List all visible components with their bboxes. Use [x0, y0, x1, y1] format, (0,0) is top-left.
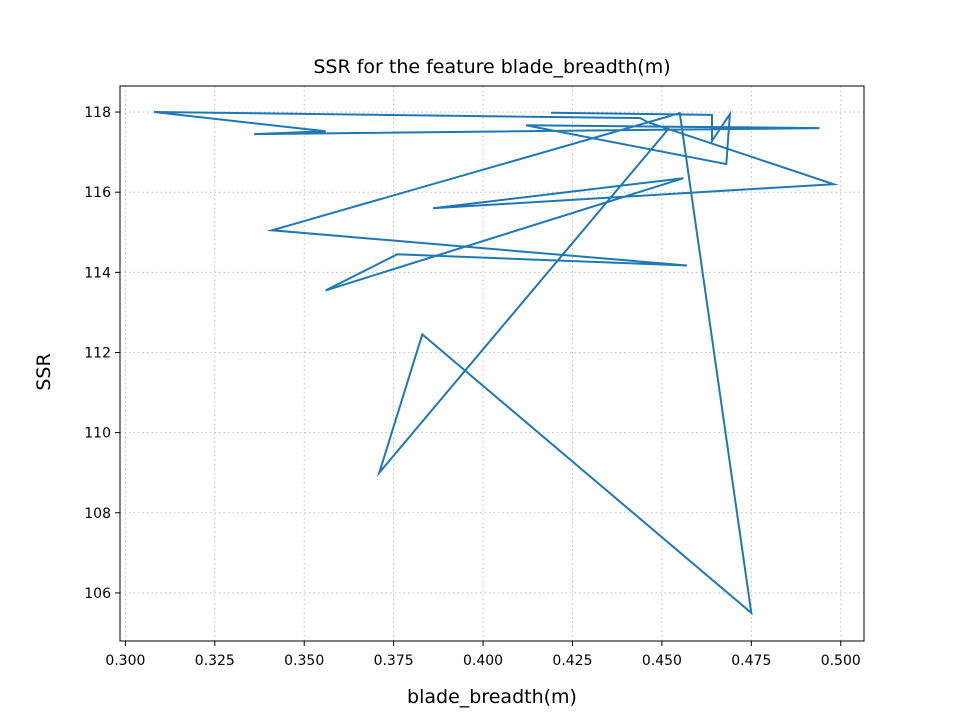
x-tick-label: 0.475: [731, 653, 771, 669]
x-axis-label: blade_breadth(m): [407, 686, 577, 708]
y-tick-label: 112: [84, 345, 111, 361]
y-tick-label: 118: [84, 105, 111, 121]
x-tick-label: 0.400: [463, 653, 503, 669]
y-axis-label: SSR: [33, 353, 55, 390]
x-tick-label: 0.325: [195, 653, 235, 669]
x-tick-label: 0.425: [552, 653, 592, 669]
y-tick-label: 114: [84, 265, 111, 281]
x-tick-label: 0.350: [284, 653, 324, 669]
axis-ticks: 0.300 0.325 0.350 0.375 0.400 0.425 0.450 0.475…: [84, 105, 861, 669]
x-tick-label: 0.500: [821, 653, 861, 669]
chart-title: SSR for the feature blade_breadth(m): [313, 56, 670, 78]
series-line: [153, 110, 839, 616]
plot-frame: [119, 85, 865, 642]
plot-data: [153, 110, 839, 616]
y-tick-label: 116: [84, 185, 111, 201]
y-tick-label: 106: [84, 586, 111, 602]
y-tick-label: 108: [84, 506, 111, 522]
x-tick-label: 0.450: [642, 653, 682, 669]
x-tick-label: 0.375: [374, 653, 414, 669]
x-tick-label: 0.300: [105, 653, 145, 669]
y-tick-label: 110: [84, 426, 111, 442]
